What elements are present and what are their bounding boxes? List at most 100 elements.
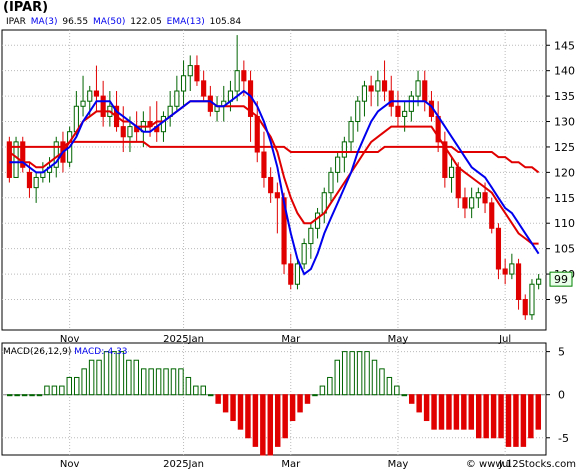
macd-y-tick-label: 5 (558, 346, 565, 359)
macd-bar (155, 368, 162, 396)
candle-body (180, 75, 187, 92)
legend-ema13-value: 105.84 (209, 17, 242, 27)
candle-body (408, 95, 414, 112)
ema13-line (8, 100, 539, 245)
macd-bar (140, 368, 147, 396)
legend-ma3-label: MA(3) (30, 17, 58, 27)
macd-bar (59, 385, 65, 396)
macd-bar (207, 394, 214, 397)
macd-bar (29, 394, 35, 397)
candle-body (381, 80, 388, 92)
candle-body (301, 243, 307, 265)
ma3-line (9, 89, 540, 276)
macd-bar (461, 394, 467, 430)
candle-body (402, 110, 408, 117)
macd-bar (289, 394, 296, 422)
macd-bar (14, 394, 20, 397)
candle-body (415, 80, 421, 97)
candle-body (375, 80, 381, 92)
candle-body (495, 227, 502, 270)
macd-bar (327, 376, 333, 396)
candle-body (341, 141, 347, 158)
macd-bar (297, 394, 303, 413)
candle-body (93, 90, 100, 97)
candle-body (388, 90, 394, 107)
macd-bar (453, 394, 460, 430)
last-price-badge (549, 271, 573, 287)
macd-bar (222, 394, 229, 413)
macd-bar (51, 385, 58, 396)
macd-bar (498, 394, 504, 439)
macd-bar (133, 359, 140, 396)
price-x-tick-label: Jul (498, 334, 511, 345)
candle-body (87, 90, 93, 102)
macd-bar (88, 359, 95, 396)
candle-body (194, 65, 200, 82)
candle-body (462, 197, 468, 209)
price-y-tick-label: 140 (554, 65, 575, 78)
candle-body (475, 192, 481, 199)
macd-x-tick-label: 2025Jan (163, 459, 204, 470)
candle-body (455, 166, 461, 199)
candle-body (241, 70, 247, 82)
macd-bar (185, 376, 192, 396)
legend-symbol: IPAR (6, 17, 26, 27)
macd-bar (371, 359, 378, 396)
candle-body (348, 121, 354, 143)
macd-bar (274, 394, 281, 447)
candle-body (368, 85, 374, 92)
macd-bar (126, 359, 132, 396)
price-y-tick-label: 130 (554, 116, 575, 129)
candle-body (335, 156, 341, 173)
candle-body (509, 263, 515, 275)
macd-label: MACD(26,12,9) (3, 347, 72, 357)
macd-bar (245, 394, 251, 439)
candle-body (502, 268, 508, 275)
macd-bar (490, 394, 497, 439)
candle-body (6, 141, 12, 178)
candle-body (288, 263, 294, 285)
candle-body (469, 197, 475, 209)
macd-bar (364, 351, 370, 396)
candle-body (201, 80, 207, 97)
macd-bar (200, 385, 207, 396)
macd-bar (423, 394, 430, 422)
macd-bar (304, 394, 311, 404)
macd-bar (379, 368, 385, 396)
macd-x-tick-label: Jul (498, 459, 511, 470)
macd-y-tick-label: 0 (558, 389, 565, 402)
candle-body (174, 90, 180, 107)
macd-bar (528, 394, 534, 439)
candle-body (100, 95, 106, 117)
price-y-tick-label: 135 (554, 90, 575, 103)
macd-value: MACD:-4.33 (74, 347, 128, 357)
macd-bar (446, 394, 452, 430)
price-x-tick-label: May (388, 334, 409, 345)
macd-bar (341, 351, 348, 396)
macd-bar (163, 368, 169, 396)
legend-ema13-label: EMA(13) (166, 17, 205, 27)
candle-body (482, 192, 488, 204)
price-x-tick-label: 2025Jan (163, 334, 204, 345)
macd-bar (386, 376, 393, 396)
candle-body (26, 171, 33, 189)
candle-body (120, 126, 126, 138)
macd-bar (267, 394, 274, 456)
macd-y-tick-label: -5 (558, 432, 569, 445)
macd-bar (312, 394, 318, 397)
macd-bar (401, 394, 408, 397)
candle-body (294, 263, 301, 285)
macd-bar (349, 351, 355, 396)
price-y-tick-label: 110 (554, 217, 575, 230)
macd-bar (431, 394, 437, 430)
candle-body (187, 65, 193, 77)
macd-x-tick-label: Nov (60, 459, 80, 470)
macd-bar (356, 351, 363, 396)
macd-bar (21, 394, 28, 397)
macd-bar (237, 394, 244, 430)
macd-bar (334, 359, 341, 396)
indicator-legend: IPAR MA(3) 96.55 MA(50) 122.05 EMA(13) 1… (6, 17, 243, 27)
candle-body (80, 100, 86, 107)
macd-bar (520, 394, 527, 447)
macd-bar (282, 394, 288, 439)
